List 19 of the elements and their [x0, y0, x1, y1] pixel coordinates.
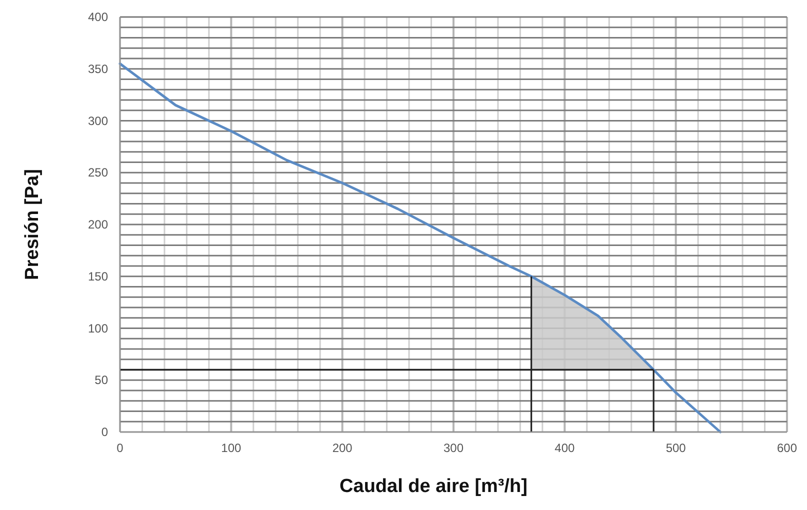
- y-tick-label: 0: [101, 425, 108, 439]
- y-tick-label: 350: [88, 62, 108, 76]
- x-tick-label: 400: [554, 441, 575, 455]
- y-tick-label: 400: [88, 10, 108, 24]
- y-tick-label: 200: [88, 218, 108, 232]
- x-tick-label: 600: [776, 441, 798, 455]
- x-tick-label: 100: [221, 441, 242, 455]
- y-tick-label: 150: [88, 269, 108, 284]
- y-tick-label: 250: [88, 166, 108, 180]
- y-tick-label: 100: [88, 321, 108, 336]
- x-tick-label: 500: [666, 441, 686, 455]
- y-tick-label: 50: [94, 373, 108, 388]
- y-tick-label: 300: [88, 114, 108, 128]
- x-tick-label: 0: [116, 441, 124, 455]
- line-series: [118, 62, 722, 434]
- x-tick-label: 200: [332, 441, 353, 455]
- y-axis-title: Presión [Pa]: [22, 169, 43, 280]
- x-tick-label: 300: [443, 441, 464, 455]
- x-axis-title: Caudal de aire [m³/h]: [340, 476, 528, 497]
